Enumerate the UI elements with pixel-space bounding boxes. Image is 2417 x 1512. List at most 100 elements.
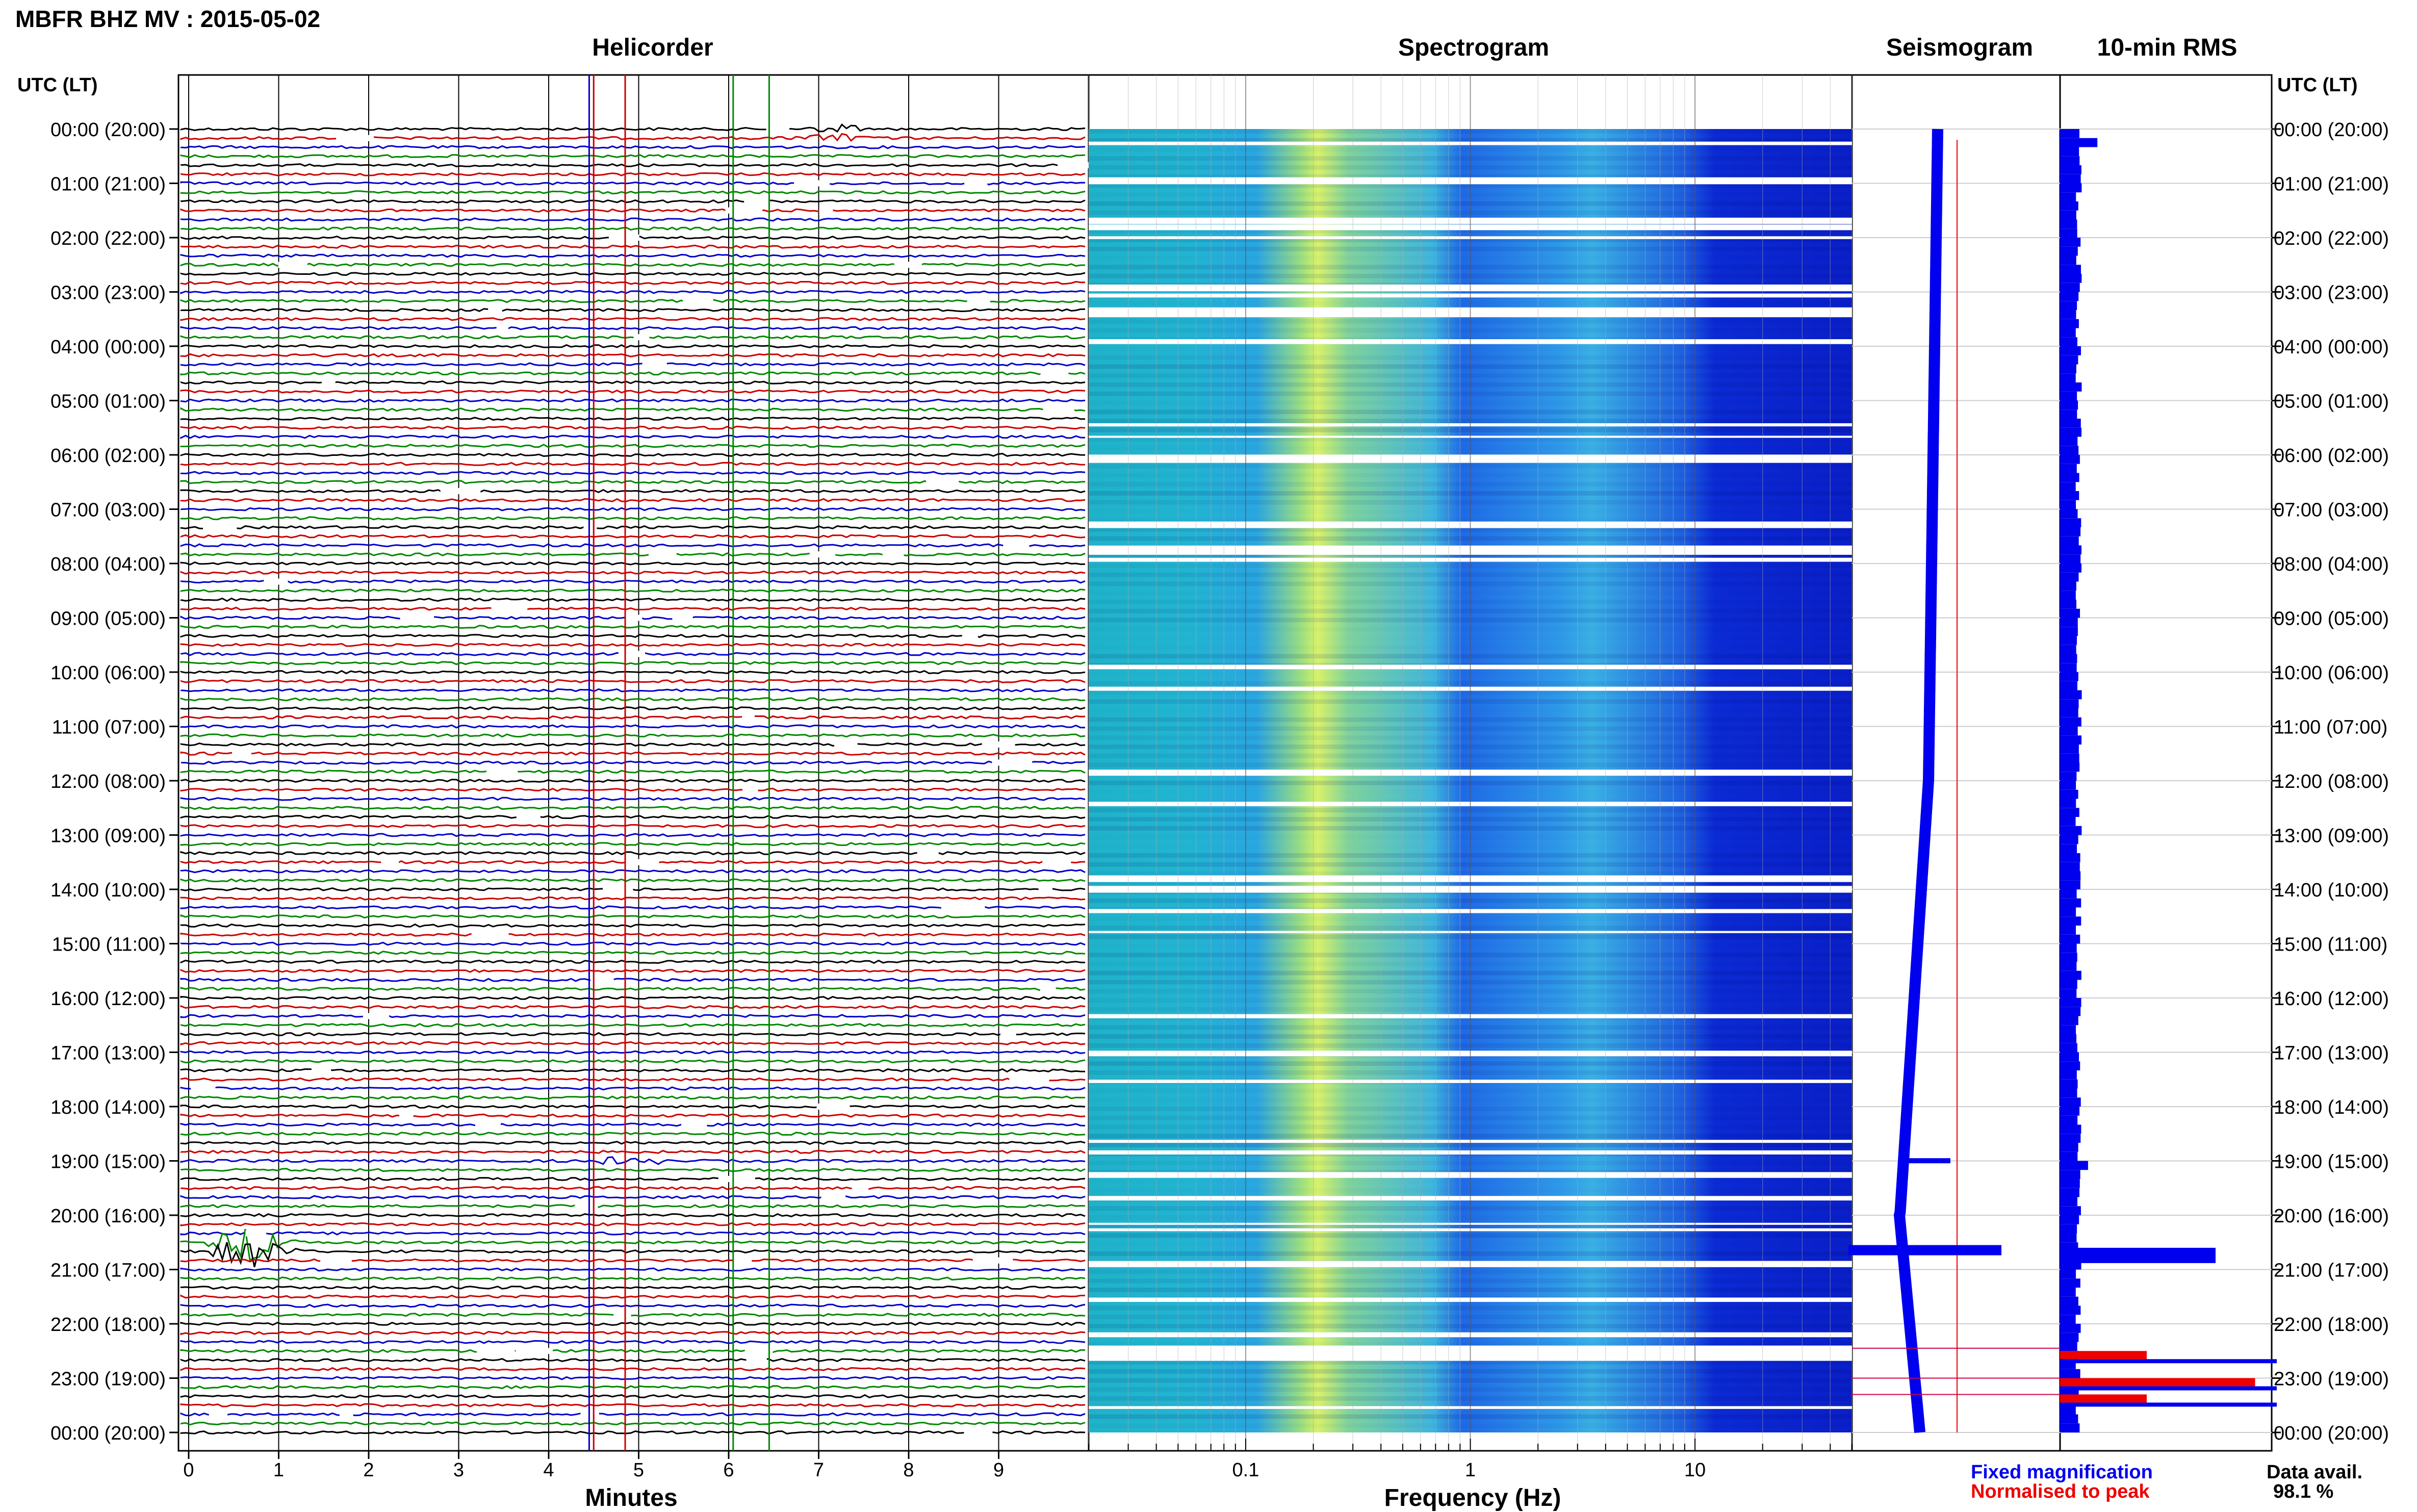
helicorder-trace xyxy=(180,1213,1086,1218)
rms-bar xyxy=(2060,1405,2076,1415)
helicorder-trace xyxy=(180,742,1086,747)
rms-bar xyxy=(2060,735,2082,745)
rms-bar xyxy=(2060,201,2078,211)
helicorder-trace xyxy=(180,896,1086,901)
helicorder-data-gap xyxy=(232,750,252,757)
rms-bar xyxy=(2060,1079,2078,1089)
helicorder-trace xyxy=(180,1228,1086,1262)
helicorder-data-gap xyxy=(399,1112,414,1119)
rms-bar xyxy=(2060,1179,2080,1188)
helicorder-trace xyxy=(180,163,1086,168)
helicorder-data-gap xyxy=(486,768,518,775)
right-time-tick-label: 15:00 (11:00) xyxy=(2274,934,2387,956)
helicorder-data-gap xyxy=(1000,1031,1016,1037)
helicorder-data-gap xyxy=(982,741,1015,748)
rms-bar xyxy=(2060,817,2076,826)
left-time-tick-label: 05:00 (01:00) xyxy=(50,391,166,413)
helicorder-trace xyxy=(180,1005,1086,1009)
left-time-tick-label: 00:00 (20:00) xyxy=(50,1423,166,1444)
rms-bar xyxy=(2060,1423,2080,1432)
left-time-tick-label: 02:00 (22:00) xyxy=(50,228,166,249)
helicorder-trace xyxy=(180,543,1086,548)
helicorder-trace xyxy=(180,416,1086,421)
left-time-tick-label: 04:00 (00:00) xyxy=(50,337,166,358)
rms-bar xyxy=(2060,699,2079,708)
helicorder-data-gap xyxy=(516,814,541,820)
right-time-tick-label: 17:00 (13:00) xyxy=(2274,1043,2389,1064)
helicorder-trace xyxy=(180,1050,1086,1055)
legend-normalised-to-peak: Normalised to peak xyxy=(1971,1481,2150,1502)
legend-fixed-magnification: Fixed magnification xyxy=(1971,1462,2153,1483)
helicorder-trace xyxy=(180,597,1086,602)
helicorder-trace xyxy=(180,1403,1086,1407)
helicorder-trace xyxy=(180,1267,1086,1272)
helicorder-trace xyxy=(180,851,1086,856)
seismogram-envelope xyxy=(1893,129,1943,1433)
helicorder-trace xyxy=(180,263,1085,267)
helicorder-trace xyxy=(180,525,1086,530)
rms-bar xyxy=(2060,826,2082,835)
helicorder-trace xyxy=(180,280,1086,285)
left-time-tick-label: 19:00 (15:00) xyxy=(50,1151,166,1173)
rms-bar xyxy=(2060,129,2079,138)
helicorder-data-gap xyxy=(278,262,307,268)
helicorder-tick-label: 9 xyxy=(993,1459,1004,1481)
rms-bar xyxy=(2060,781,2076,790)
helicorder-trace xyxy=(180,380,1086,385)
helicorder-data-gap xyxy=(821,1194,846,1200)
rms-bar xyxy=(2060,310,2076,319)
helicorder-trace xyxy=(180,1340,1086,1344)
right-time-tick-label: 07:00 (03:00) xyxy=(2274,500,2389,521)
helicorder-data-gap xyxy=(245,1230,267,1237)
helicorder-data-gap xyxy=(681,1121,707,1128)
left-time-tick-label: 09:00 (05:00) xyxy=(50,608,166,630)
rms-bar xyxy=(2060,1224,2077,1234)
rms-bar xyxy=(2060,1233,2077,1243)
helicorder-trace xyxy=(180,1204,1086,1209)
helicorder-data-gap xyxy=(725,207,763,214)
rms-bar xyxy=(2060,192,2076,201)
helicorder-trace xyxy=(180,625,1086,629)
helicorder-data-gap xyxy=(972,1257,1013,1264)
rms-bar xyxy=(2060,301,2077,310)
rms-bar xyxy=(2060,1070,2077,1080)
helicorder-trace xyxy=(180,1176,1086,1182)
rms-bar xyxy=(2060,437,2078,446)
helicorder-trace xyxy=(180,1014,1086,1018)
left-time-tick-label: 07:00 (03:00) xyxy=(50,500,166,521)
rms-bar xyxy=(2060,1414,2078,1424)
seismogram-title: Seismogram xyxy=(1886,34,2034,61)
helicorder-tick-label: 7 xyxy=(813,1459,824,1481)
helicorder-trace xyxy=(180,987,1086,991)
helicorder-trace xyxy=(180,1113,1086,1118)
helicorder-trace xyxy=(180,833,1086,837)
rms-bar xyxy=(2060,1088,2077,1098)
helicorder-tick-label: 5 xyxy=(633,1459,644,1481)
helicorder-trace xyxy=(180,1186,1086,1190)
helicorder-trace xyxy=(180,389,1086,394)
rms-bar xyxy=(2060,708,2078,717)
right-time-tick-label: 06:00 (02:00) xyxy=(2274,445,2389,467)
left-time-tick-label: 13:00 (09:00) xyxy=(50,826,166,847)
rms-bar xyxy=(2060,1324,2081,1333)
rms-bar xyxy=(2060,246,2078,256)
rms-bar xyxy=(2060,174,2081,184)
helicorder-trace xyxy=(180,335,1086,340)
rms-bar xyxy=(2060,1315,2076,1324)
helicorder-data-gap xyxy=(633,334,650,341)
rms-bar xyxy=(2060,1034,2077,1043)
right-time-tick-label: 05:00 (01:00) xyxy=(2274,391,2389,413)
helicorder-xlabel: Minutes xyxy=(585,1484,678,1511)
helicorder-trace xyxy=(180,588,1086,593)
helicorder-data-gap xyxy=(744,1348,773,1354)
helicorder-trace xyxy=(180,462,1085,466)
helicorder-trace xyxy=(180,1303,1086,1308)
helicorder-trace xyxy=(180,290,1086,295)
rms-bar xyxy=(2060,1025,2076,1034)
helicorder-trace xyxy=(180,317,1086,321)
helicorder-trace xyxy=(180,1023,1086,1028)
helicorder-trace xyxy=(180,1156,1086,1165)
helicorder-data-gap xyxy=(894,262,922,268)
rms-bar xyxy=(2060,600,2076,609)
helicorder-data-gap xyxy=(1042,859,1071,865)
